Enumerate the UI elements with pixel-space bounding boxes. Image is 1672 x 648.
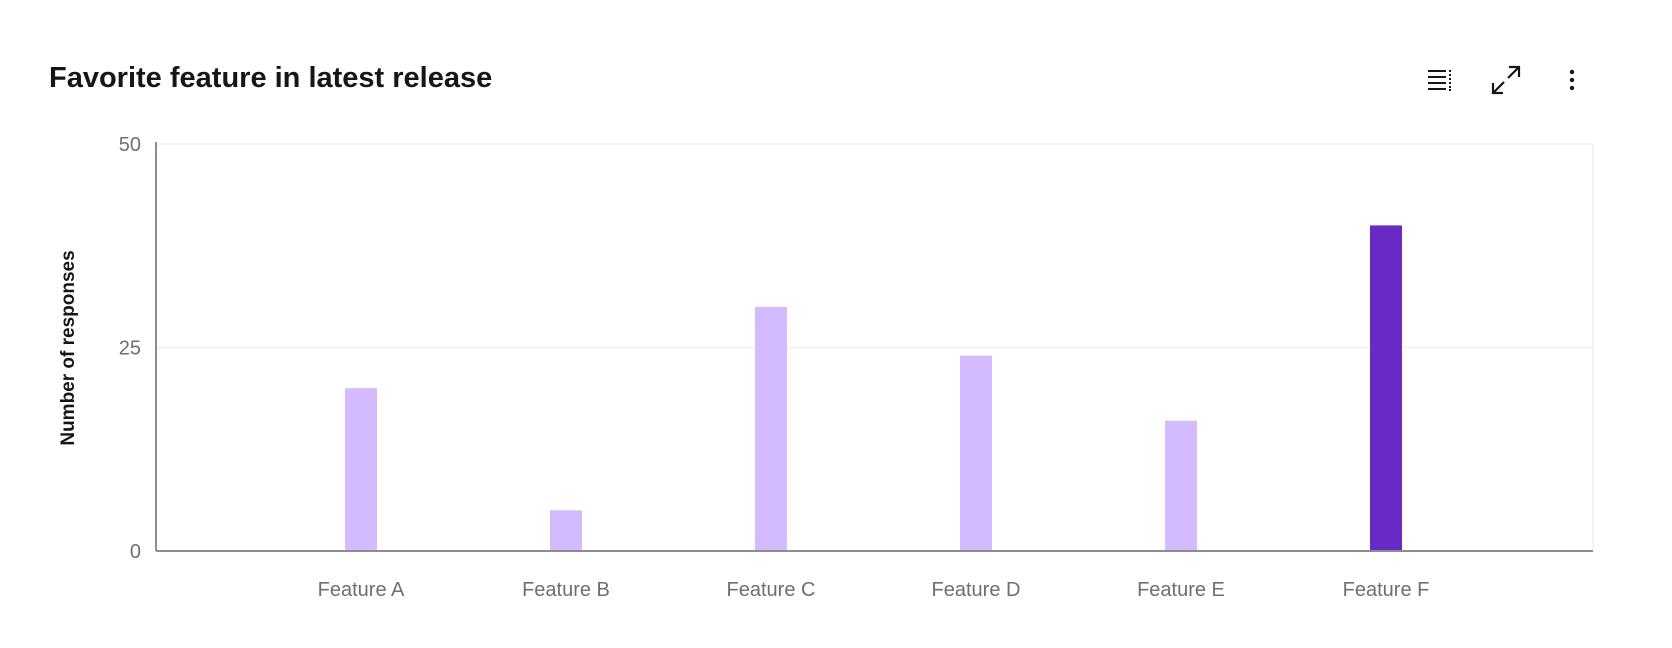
- x-tick-label: Feature A: [318, 579, 405, 601]
- x-tick-label: Feature F: [1343, 579, 1430, 601]
- bar-feature-e: [1165, 420, 1197, 551]
- chart-toolbar: [1422, 62, 1590, 98]
- bar-feature-a: [345, 388, 377, 551]
- chart-title: Favorite feature in latest release: [49, 62, 493, 94]
- maximize-icon: [1491, 65, 1521, 95]
- table-view-icon: [1428, 70, 1451, 91]
- x-tick-label: Feature C: [727, 579, 816, 601]
- bar-feature-c: [755, 306, 787, 551]
- x-tick-label: Feature B: [522, 579, 610, 601]
- y-tick-label: 50: [119, 134, 141, 156]
- y-tick-label: 0: [130, 541, 141, 563]
- table-view-button[interactable]: [1422, 62, 1458, 98]
- overflow-menu-vertical-icon: [1569, 69, 1575, 91]
- y-tick-label: 25: [119, 338, 141, 360]
- bar-feature-d: [960, 355, 992, 551]
- x-tick-label: Feature D: [932, 579, 1021, 601]
- bar-feature-f: [1370, 225, 1402, 551]
- bar-feature-b: [550, 510, 582, 551]
- y-axis-label: Number of responses: [58, 250, 79, 445]
- maximize-button[interactable]: [1488, 62, 1524, 98]
- x-tick-label: Feature E: [1137, 579, 1225, 601]
- overflow-menu-button[interactable]: [1554, 62, 1590, 98]
